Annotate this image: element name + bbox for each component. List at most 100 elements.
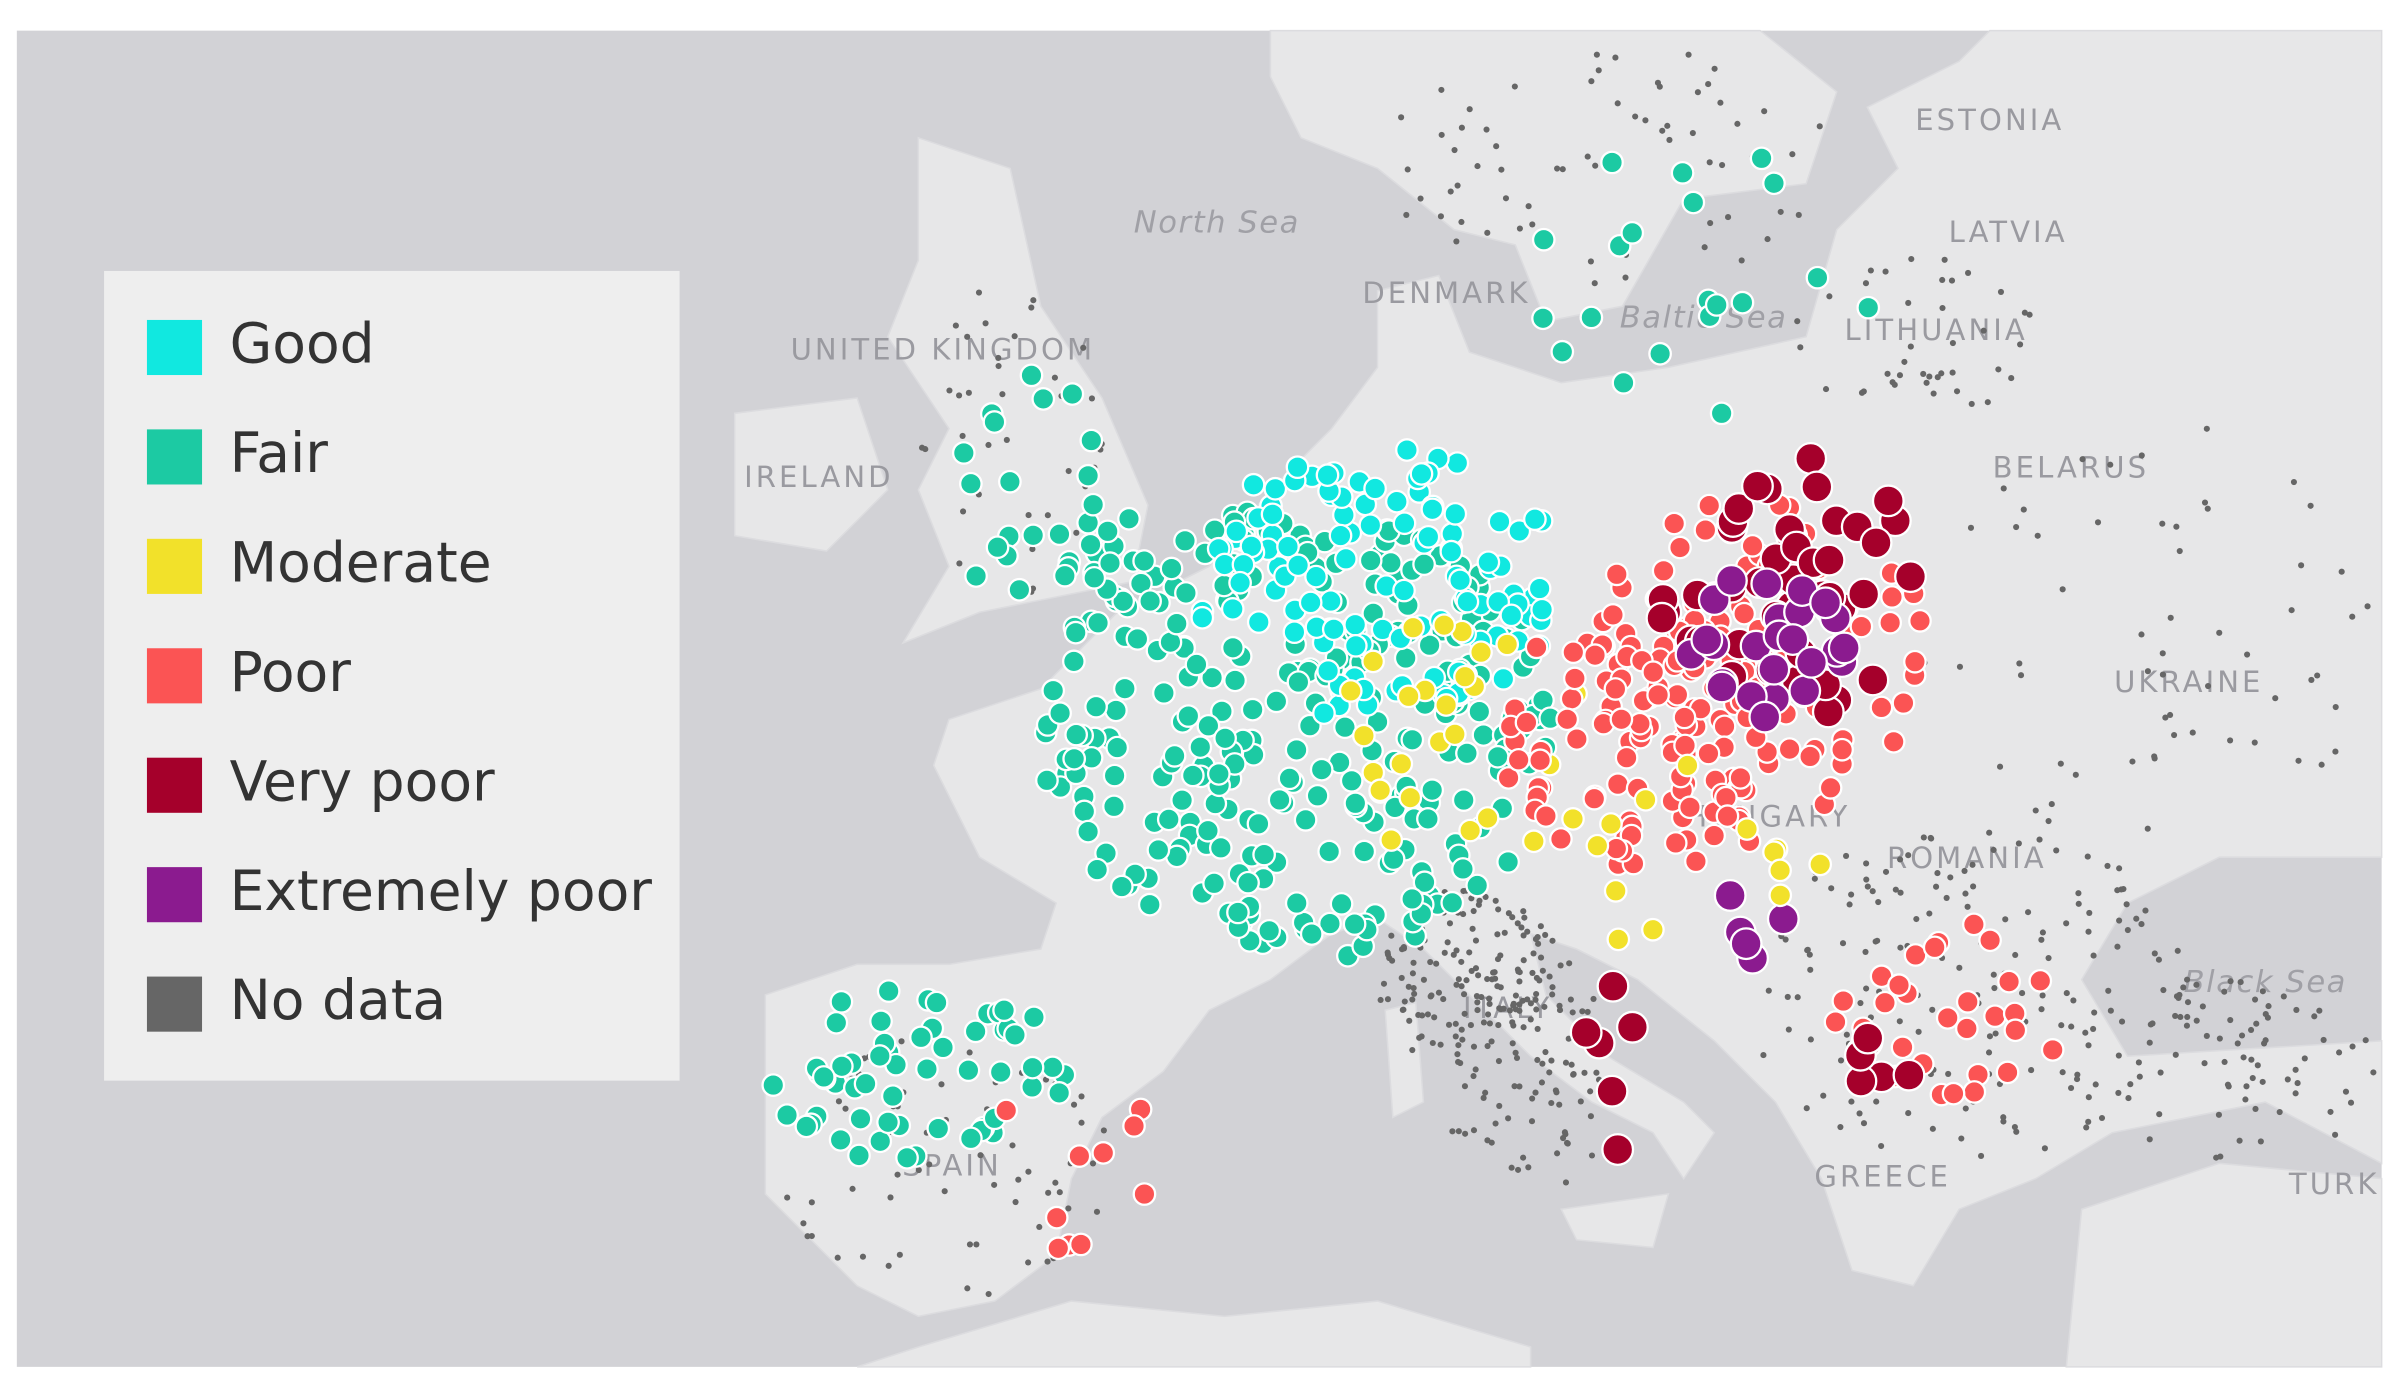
station-dot <box>876 979 901 1003</box>
no-data-dot <box>1480 1094 1487 1102</box>
no-data-dot <box>1446 920 1454 927</box>
station-dot <box>1432 613 1456 638</box>
no-data-dot <box>1065 1205 1072 1212</box>
station-dot <box>1922 935 1947 960</box>
no-data-dot <box>2174 947 2181 954</box>
station-dot <box>1064 722 1089 747</box>
legend-swatch <box>146 319 203 376</box>
station-dot <box>1081 492 1106 517</box>
no-data-dot <box>1474 1007 1481 1014</box>
station-dot <box>1409 462 1434 486</box>
no-data-dot <box>1388 932 1395 939</box>
no-data-dot <box>1980 327 1987 334</box>
no-data-dot <box>959 432 966 440</box>
no-data-dot <box>2215 1111 2222 1118</box>
no-data-dot <box>1445 1021 1453 1028</box>
no-data-dot <box>2307 502 2314 509</box>
no-data-dot <box>1466 949 1473 956</box>
no-data-dot <box>1901 358 1908 365</box>
station-dot <box>1702 823 1726 848</box>
no-data-dot <box>1529 969 1536 976</box>
no-data-dot <box>1520 957 1527 964</box>
no-data-dot <box>1495 1022 1502 1029</box>
no-data-dot <box>804 1233 811 1240</box>
no-data-dot <box>2362 1037 2369 1044</box>
no-data-dot <box>2327 1108 2334 1115</box>
no-data-dot <box>2193 981 2200 988</box>
no-data-dot <box>2236 1137 2243 1144</box>
no-data-dot <box>2314 672 2321 679</box>
no-data-dot <box>2177 1013 2184 1021</box>
station-dot <box>1476 550 1501 575</box>
station-dot <box>1104 698 1128 723</box>
no-data-dot <box>1440 996 1447 1003</box>
station-dot <box>1811 695 1845 729</box>
station-dot <box>998 469 1022 494</box>
no-data-dot <box>1794 318 1801 325</box>
no-data-dot <box>1941 256 1948 263</box>
station-dot <box>1046 1236 1071 1261</box>
station-dot <box>1983 1004 2007 1029</box>
no-data-dot <box>2011 1123 2018 1131</box>
station-dot <box>1788 674 1822 708</box>
station-dot <box>1673 733 1697 758</box>
station-dot <box>1076 463 1100 488</box>
station-dot <box>1954 1016 1979 1041</box>
no-data-dot <box>1701 244 1708 251</box>
no-data-dot <box>1948 277 1956 284</box>
no-data-dot <box>2013 523 2020 531</box>
station-dot <box>1962 1080 1987 1104</box>
station-dot <box>1084 694 1108 719</box>
no-data-dot <box>2336 1049 2343 1056</box>
no-data-dot <box>1554 165 1561 172</box>
no-data-dot <box>1520 1024 1527 1031</box>
no-data-dot <box>1455 1042 1462 1049</box>
no-data-dot <box>2053 847 2060 854</box>
station-dot <box>1777 737 1802 761</box>
station-dot <box>1220 597 1245 621</box>
no-data-dot <box>1542 1048 1549 1056</box>
station-dot <box>1750 567 1784 601</box>
no-data-dot <box>1400 1006 1407 1013</box>
no-data-dot <box>2184 1013 2191 1021</box>
map-label: GREECE <box>1814 1159 1951 1193</box>
station-dot <box>829 989 854 1014</box>
station-dot <box>982 410 1007 434</box>
station-dot <box>1530 597 1554 622</box>
station-dot <box>1675 753 1700 778</box>
no-data-dot <box>1506 1007 1514 1014</box>
station-dot <box>1812 543 1846 577</box>
no-data-dot <box>1530 950 1537 957</box>
no-data-dot <box>1406 1017 1413 1024</box>
station-dot <box>1146 838 1171 862</box>
no-data-dot <box>1515 968 1522 975</box>
no-data-dot <box>1587 1088 1594 1095</box>
station-dot <box>1117 506 1141 531</box>
no-data-dot <box>2073 1076 2081 1083</box>
no-data-dot <box>1867 267 1874 274</box>
no-data-dot <box>1584 153 1591 160</box>
no-data-dot <box>2171 731 2178 739</box>
no-data-dot <box>995 362 1002 370</box>
station-dot <box>1722 492 1756 525</box>
station-dot <box>1062 649 1086 674</box>
station-dot <box>1021 523 1046 548</box>
no-data-dot <box>2072 771 2079 778</box>
no-data-dot <box>964 1285 971 1292</box>
station-dot <box>1358 513 1383 538</box>
no-data-dot <box>922 446 929 453</box>
station-dot <box>1339 768 1364 793</box>
station-dot <box>1491 667 1516 691</box>
legend-swatch <box>146 648 203 704</box>
no-data-dot <box>1927 834 1934 841</box>
station-dot <box>761 1073 786 1097</box>
station-dot <box>1955 989 1980 1014</box>
no-data-dot <box>1509 914 1516 921</box>
no-data-dot <box>2020 506 2027 513</box>
no-data-dot <box>2172 1012 2179 1019</box>
station-dot <box>1263 476 1288 501</box>
no-data-dot <box>1789 151 1796 158</box>
no-data-dot <box>1892 886 1899 893</box>
no-data-dot <box>1905 299 1912 307</box>
no-data-dot <box>1907 343 1914 350</box>
